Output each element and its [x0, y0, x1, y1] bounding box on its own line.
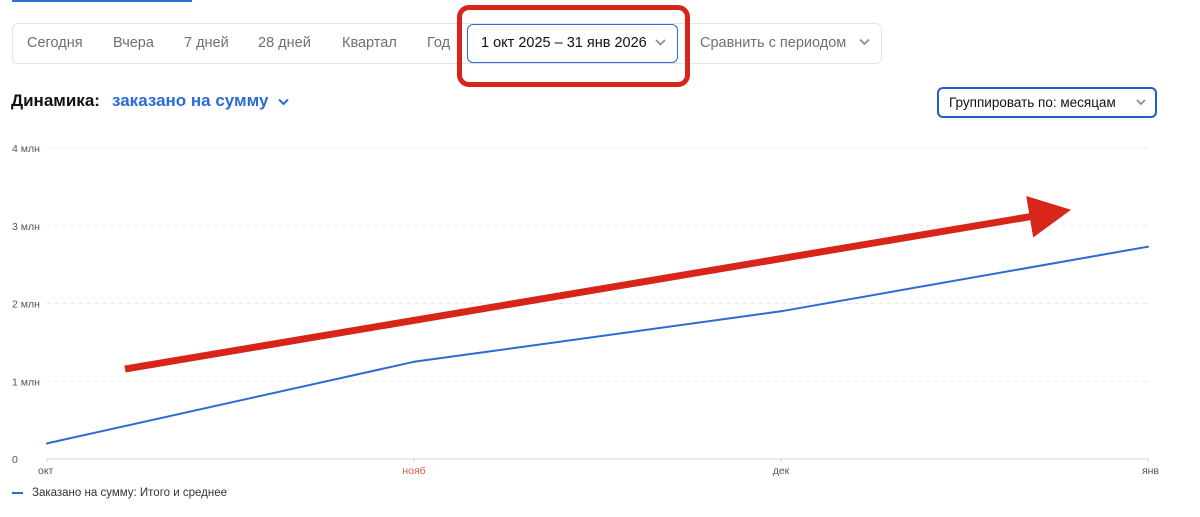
top-accent-bar	[12, 0, 192, 2]
period-28-days[interactable]: 28 дней	[258, 35, 311, 51]
x-tick-label: окт	[38, 465, 54, 477]
series-line	[46, 245, 1149, 445]
date-range-picker[interactable]: 1 окт 2025 – 31 янв 2026	[467, 24, 678, 63]
chevron-down-icon	[277, 97, 290, 107]
y-tick-label: 2 млн	[12, 299, 40, 311]
period-quarter[interactable]: Квартал	[342, 35, 397, 51]
x-tick-label: нояб	[402, 465, 425, 477]
y-tick-label: 4 млн	[12, 143, 40, 155]
line-chart: 0 1 млн 2 млн 3 млн 4 млн окт нояб дек янв	[12, 143, 1159, 477]
chevron-down-icon	[1135, 89, 1147, 116]
period-today[interactable]: Сегодня	[27, 35, 83, 51]
data-point	[413, 360, 415, 363]
legend-swatch	[12, 491, 23, 494]
date-range-value: 1 окт 2025 – 31 янв 2026	[481, 35, 647, 51]
group-by-select[interactable]: Группировать по: месяцам	[937, 87, 1157, 118]
period-7-days[interactable]: 7 дней	[184, 35, 229, 51]
period-year[interactable]: Год	[427, 35, 451, 51]
trend-arrow-annotation	[124, 196, 1072, 373]
y-tick-label: 3 млн	[12, 221, 40, 233]
chevron-down-icon	[654, 25, 667, 61]
x-tick-label: дек	[773, 465, 790, 477]
group-by-label: Группировать по: месяцам	[949, 95, 1116, 110]
metric-label: заказано на сумму	[112, 91, 269, 110]
data-point	[780, 310, 782, 313]
chevron-down-icon	[858, 37, 871, 47]
compare-period-label: Сравнить с периодом	[700, 35, 847, 51]
metric-dropdown[interactable]: заказано на сумму	[112, 91, 290, 111]
y-tick-label: 1 млн	[12, 376, 40, 388]
x-tick-label: янв	[1142, 465, 1159, 477]
y-tick-label: 0	[12, 454, 18, 466]
period-selector: Сегодня Вчера 7 дней 28 дней Квартал Год	[12, 23, 882, 64]
data-point	[46, 442, 48, 445]
compare-period-dropdown[interactable]: Сравнить с периодом	[700, 24, 871, 63]
dynamics-title: Динамика:	[11, 91, 100, 110]
data-point	[1147, 245, 1149, 248]
period-yesterday[interactable]: Вчера	[113, 35, 154, 51]
chart-legend: Заказано на сумму: Итого и среднее	[12, 487, 227, 499]
legend-label: Заказано на сумму: Итого и среднее	[32, 487, 227, 499]
